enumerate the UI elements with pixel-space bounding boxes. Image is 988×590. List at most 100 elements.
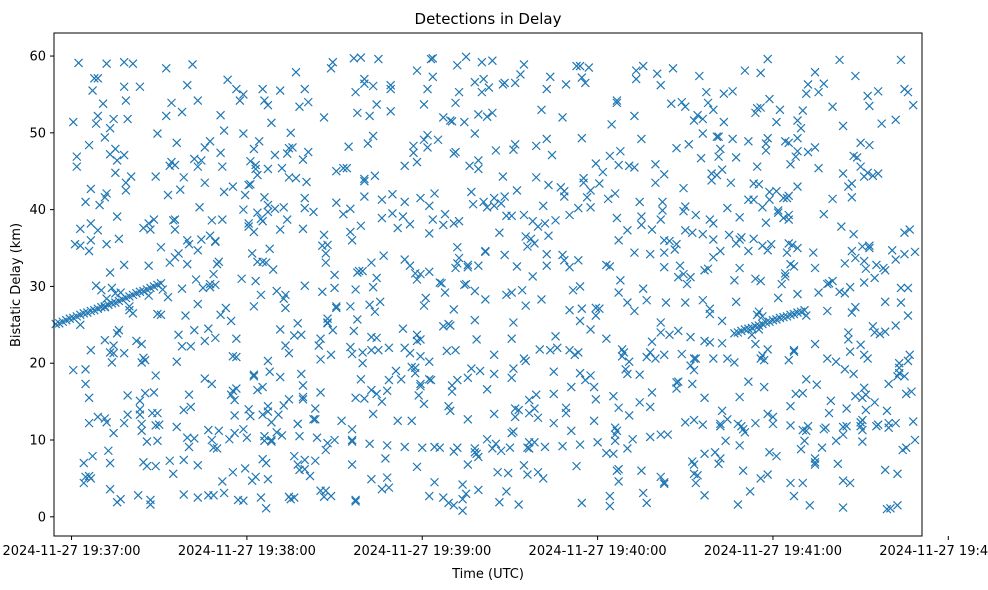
point-marker [689,116,699,125]
point-marker [151,172,161,182]
point-marker [689,354,699,364]
point-marker [249,301,259,311]
point-marker [119,82,129,92]
point-marker [349,53,359,63]
point-marker [705,215,715,225]
point-marker [133,490,143,500]
point-marker [423,130,432,140]
point-marker [454,87,464,97]
point-marker [224,434,234,444]
point-marker [642,498,652,508]
point-marker [91,119,101,129]
point-marker [542,261,552,271]
point-marker [531,172,541,182]
point-marker [765,447,774,457]
point-marker [256,214,266,224]
point-marker [117,295,127,304]
point-marker [703,98,713,108]
point-marker [205,231,215,241]
point-marker [510,139,520,149]
point-marker [146,225,155,235]
point-marker [533,467,543,477]
point-marker [814,87,823,97]
point-marker [561,408,571,418]
point-marker [391,366,401,376]
point-marker [261,503,271,513]
point-marker [708,354,718,364]
point-marker [493,467,503,477]
point-marker [719,89,729,99]
point-marker [715,246,725,256]
point-marker [184,239,194,249]
point-marker [880,327,890,337]
point-marker [207,215,217,225]
point-marker [680,417,690,427]
point-marker [803,80,813,89]
point-marker [687,228,697,238]
point-marker [219,126,229,135]
x-axis: 2024-11-27 19:37:00 2024-11-27 19:38:00 20… [2,536,988,559]
point-marker [533,222,543,231]
point-marker [838,503,848,513]
point-marker [170,252,180,262]
point-marker [559,255,569,265]
point-marker [612,213,622,223]
point-marker [98,99,108,109]
point-marker [458,480,467,489]
point-marker [419,301,429,311]
point-marker [203,324,213,334]
point-marker [747,323,757,333]
point-marker [786,401,795,411]
point-marker [328,57,338,67]
point-marker [635,370,645,380]
point-marker [614,477,624,486]
point-marker [75,241,85,251]
point-marker [458,494,467,504]
point-marker [345,204,355,214]
point-marker [722,414,732,424]
point-marker [819,424,829,434]
point-marker [480,295,490,304]
point-marker [577,304,587,314]
point-marker [509,145,518,155]
point-marker [174,330,183,340]
point-marker [719,117,729,127]
point-marker [267,417,276,427]
point-marker [356,221,366,231]
point-marker [210,237,220,247]
point-marker [345,342,355,352]
point-marker [184,390,194,400]
point-marker [831,357,841,367]
point-marker [207,379,217,389]
point-marker [659,262,669,272]
point-marker [659,479,669,489]
point-marker [375,297,385,307]
point-marker [482,384,492,394]
point-marker [110,298,120,307]
point-marker [244,222,254,231]
point-marker [708,252,718,262]
point-marker [326,63,336,73]
point-marker [884,418,894,428]
point-marker [188,60,197,69]
point-marker [109,428,119,438]
point-marker [840,258,850,268]
point-marker [679,183,688,193]
point-marker [621,364,631,374]
point-marker [659,248,669,258]
point-marker [703,264,713,274]
point-marker [270,204,280,214]
point-marker [433,135,443,145]
point-marker [331,301,341,311]
point-marker [298,381,308,390]
point-marker [400,197,410,207]
point-marker [421,293,431,303]
point-marker [382,440,392,450]
point-marker [591,159,601,168]
point-marker [877,119,887,129]
point-marker [679,206,688,216]
point-marker [209,443,218,453]
point-marker [686,272,695,282]
point-marker [100,192,110,202]
point-marker [496,199,506,208]
